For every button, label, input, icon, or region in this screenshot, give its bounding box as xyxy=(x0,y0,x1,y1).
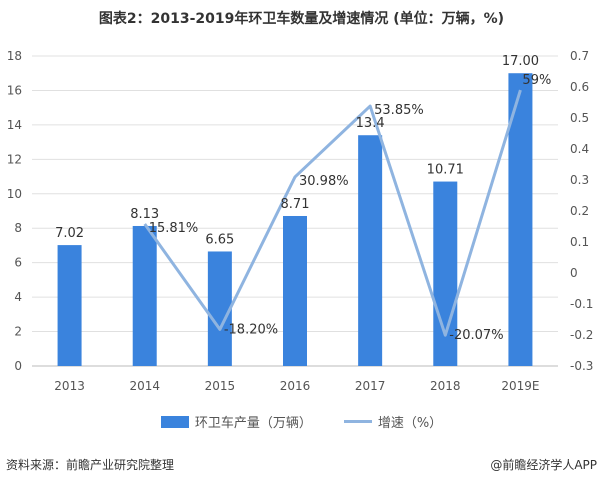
y-right-tick-label: 0 xyxy=(570,266,578,280)
y-left-tick-label: 10 xyxy=(7,187,22,201)
bar xyxy=(132,225,157,366)
legend-item-production: 环卫车产量（万辆） xyxy=(160,412,312,431)
y-right-tick-label: 0.2 xyxy=(570,204,589,218)
bar xyxy=(283,215,307,366)
legend-item-growth: 增速（%） xyxy=(343,412,443,431)
y-right-tick-label: -0.2 xyxy=(570,328,593,342)
bar-data-label: 7.02 xyxy=(55,226,84,241)
bar-data-label: 13.4 xyxy=(356,116,385,131)
y-left-tick-label: 12 xyxy=(7,152,22,166)
line-data-label: 53.85% xyxy=(374,103,424,118)
y-left-tick-label: 14 xyxy=(7,118,22,132)
bar xyxy=(57,245,82,366)
growth-line xyxy=(143,89,522,337)
line-data-label: 30.98% xyxy=(299,174,349,189)
y-right-tick-label: -0.1 xyxy=(570,297,593,311)
bar-data-label: 8.13 xyxy=(130,207,159,222)
x-tick-label: 2015 xyxy=(205,379,236,393)
legend-bar-swatch xyxy=(160,415,189,428)
y-right-tick-label: 0.6 xyxy=(570,80,589,94)
legend-label-production: 环卫车产量（万辆） xyxy=(194,416,312,431)
bar-data-label: 17.00 xyxy=(502,54,539,69)
x-tick-label: 2018 xyxy=(430,379,461,393)
y-right-tick-label: -0.3 xyxy=(570,359,593,373)
y-right-tick-label: 0.4 xyxy=(570,142,589,156)
x-tick-label: 2019E xyxy=(501,379,539,393)
y-left-tick-label: 4 xyxy=(14,290,22,304)
y-left-tick-label: 2 xyxy=(14,325,22,339)
bar xyxy=(358,135,383,366)
y-left-tick-label: 6 xyxy=(14,256,22,270)
line-data-label: 59% xyxy=(522,73,551,88)
y-right-tick-label: 0.3 xyxy=(570,173,589,187)
y-right-tick-label: 0.1 xyxy=(570,235,589,249)
y-left-tick-label: 8 xyxy=(14,221,22,235)
source-note: 资料来源：前瞻产业研究院整理 xyxy=(6,458,175,472)
y-right-tick-label: 0.5 xyxy=(570,111,589,125)
y-right-tick-label: 0.7 xyxy=(570,49,589,63)
line-data-label: -20.07% xyxy=(449,328,503,343)
credit-note: @前瞻经济学人APP xyxy=(490,458,597,472)
y-left-tick-label: 16 xyxy=(7,83,22,97)
bar-data-label: 6.65 xyxy=(205,232,234,247)
x-tick-label: 2016 xyxy=(280,379,311,393)
chart-title: 图表2：2013-2019年环卫车数量及增速情况 (单位：万辆，%) xyxy=(98,11,505,27)
legend-label-growth: 增速（%） xyxy=(377,416,443,431)
legend: 环卫车产量（万辆） 增速（%） xyxy=(0,412,603,431)
y-left-tick-label: 18 xyxy=(7,49,22,63)
y-left-tick-label: 0 xyxy=(14,359,22,373)
x-tick-label: 2013 xyxy=(54,379,85,393)
bar xyxy=(207,251,232,366)
line-data-label: -18.20% xyxy=(224,322,278,337)
bar-data-label: 8.71 xyxy=(281,197,310,212)
bar-data-label: 10.71 xyxy=(427,163,464,178)
bar xyxy=(508,73,533,366)
x-tick-label: 2014 xyxy=(129,379,160,393)
x-tick-label: 2017 xyxy=(355,379,386,393)
line-data-label: 15.81% xyxy=(149,221,199,236)
legend-line-swatch xyxy=(343,420,372,423)
